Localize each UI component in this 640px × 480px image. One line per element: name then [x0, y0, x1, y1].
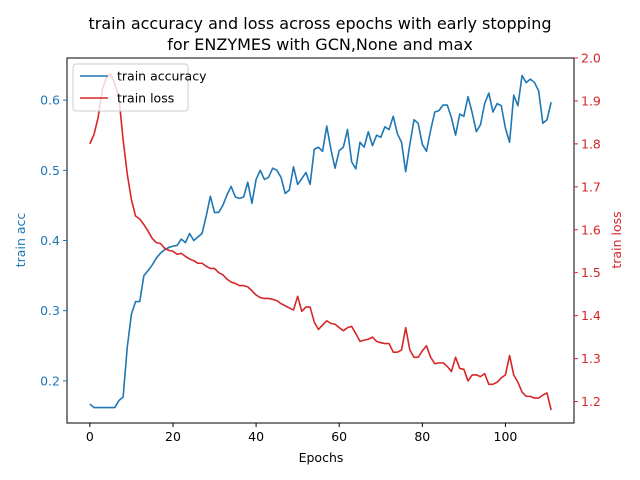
left-y-axis-label: train acc	[13, 213, 28, 268]
chart-title-line1: train accuracy and loss across epochs wi…	[88, 14, 551, 33]
right-y-tick-label-1.7: 1.7	[581, 179, 601, 194]
right-y-axis-label: train loss	[609, 211, 624, 268]
right-y-tick-label-1.2: 1.2	[581, 394, 601, 409]
x-tick-label-40: 40	[248, 429, 264, 444]
right-y-tick-label-1.9: 1.9	[581, 93, 601, 108]
x-tick-label-60: 60	[331, 429, 347, 444]
x-tick-label-20: 20	[165, 429, 181, 444]
legend-label-train-accuracy: train accuracy	[117, 69, 207, 84]
left-y-tick-label-0.3: 0.3	[40, 303, 60, 318]
left-y-tick-label-0.2: 0.2	[40, 373, 60, 388]
series-line-train-accuracy	[89, 74, 552, 409]
left-y-tick-label-0.5: 0.5	[40, 163, 60, 178]
x-tick-label-80: 80	[414, 429, 430, 444]
chart-title-line2: for ENZYMES with GCN,None and max	[167, 35, 473, 54]
right-y-tick-label-1.3: 1.3	[581, 351, 601, 366]
right-y-tick-label-1.8: 1.8	[581, 136, 601, 151]
x-tick-label-100: 100	[494, 429, 518, 444]
legend-label-train-loss: train loss	[117, 91, 174, 106]
series-line-train-loss	[89, 73, 552, 411]
legend: train accuracy train loss	[72, 63, 207, 112]
right-y-tick-label-1.6: 1.6	[581, 222, 601, 237]
right-y-tick-label-1.5: 1.5	[581, 265, 601, 280]
x-axis-label: Epochs	[299, 450, 344, 465]
plot-frame	[66, 57, 575, 424]
right-y-tick-label-2: 2.0	[581, 51, 601, 66]
right-y-tick-label-1.4: 1.4	[581, 308, 601, 323]
plot-area: 0 20 40 60 80 100 0.2 0.3 0.4 0.5 0.6 1.2 1.3 1.4 1.5 1…	[40, 51, 601, 445]
left-y-tick-label-0.4: 0.4	[40, 233, 60, 248]
left-y-tick-label-0.6: 0.6	[40, 93, 60, 108]
x-tick-label-0: 0	[86, 429, 94, 444]
